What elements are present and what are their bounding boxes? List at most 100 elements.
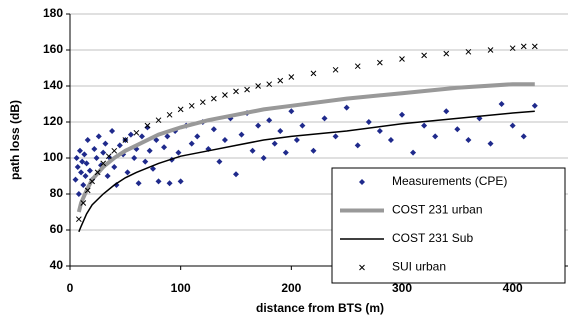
measurement-point — [127, 131, 134, 138]
measurement-point — [266, 117, 273, 124]
measurement-point — [498, 101, 505, 107]
measurement-point — [399, 111, 405, 118]
measurement-point — [310, 147, 317, 154]
measurement-point — [233, 171, 239, 178]
measurement-point — [175, 149, 182, 156]
y-tick-label: 120 — [43, 114, 63, 128]
model-point — [144, 122, 151, 129]
measurement-point — [146, 147, 153, 154]
model-point — [354, 63, 361, 70]
measurement-point — [144, 124, 151, 131]
measurement-point — [113, 182, 120, 188]
measurement-point — [260, 155, 267, 161]
model-point — [75, 216, 82, 223]
x-axis-label: distance from BTS (m) — [256, 301, 384, 315]
y-axis-label: path loss (dB) — [8, 100, 22, 180]
measurement-point — [166, 180, 173, 187]
model-point — [399, 56, 405, 62]
legend-label: COST 231 Sub — [392, 231, 473, 245]
model-point — [531, 43, 538, 50]
model-point — [222, 92, 228, 98]
legend-swatch — [359, 264, 365, 271]
measurement-point — [376, 128, 383, 134]
model-point — [166, 111, 173, 118]
model-point — [509, 45, 516, 52]
model-point — [421, 52, 427, 59]
legend-swatch — [359, 179, 365, 185]
measurement-point — [138, 133, 145, 140]
measurement-point — [150, 165, 156, 172]
measurement-point — [321, 115, 328, 122]
model-point — [487, 47, 494, 53]
y-tick-label: 180 — [43, 6, 63, 20]
measurement-point — [299, 122, 306, 129]
model-point — [133, 129, 140, 136]
measurement-point — [443, 108, 450, 115]
measurement-point — [354, 142, 361, 149]
x-tick-label: 400 — [503, 281, 523, 295]
measurement-point — [221, 137, 228, 143]
measurement-point — [161, 144, 168, 151]
measurement-point — [142, 158, 149, 165]
measurement-point — [86, 167, 93, 174]
measurement-point — [293, 137, 300, 143]
measurement-point — [73, 155, 80, 161]
measurement-point — [332, 133, 339, 140]
model-point — [89, 178, 95, 185]
measurement-point — [72, 176, 79, 183]
measurement-point — [93, 155, 100, 161]
measurement-point — [95, 133, 102, 140]
measurement-point — [210, 126, 217, 133]
model-point — [332, 66, 339, 73]
measurement-point — [277, 128, 284, 134]
measurement-point — [81, 151, 88, 158]
measurement-point — [164, 133, 171, 140]
measurement-point — [194, 133, 201, 140]
model-point — [255, 83, 261, 89]
measurement-point — [343, 104, 350, 111]
measurement-point — [91, 146, 98, 152]
model-point — [188, 102, 195, 109]
measurement-point — [104, 173, 111, 179]
model-point — [100, 160, 107, 167]
model-point — [84, 187, 91, 194]
model-point — [266, 81, 273, 88]
model-point — [244, 86, 250, 93]
measurement-point — [78, 169, 85, 176]
measurement-point — [79, 158, 86, 165]
model-point — [211, 95, 217, 102]
y-tick-label: 140 — [43, 78, 63, 92]
model-point — [199, 99, 206, 106]
measurement-point — [454, 126, 461, 133]
measurement-point — [432, 133, 439, 140]
measurement-point — [271, 140, 278, 147]
measurement-point — [509, 122, 516, 129]
model-point — [94, 169, 101, 176]
model-point — [177, 106, 184, 113]
x-tick-label: 300 — [392, 281, 412, 295]
y-tick-label: 40 — [50, 258, 64, 272]
model-line — [78, 110, 535, 233]
model-point — [111, 147, 118, 154]
measurement-point — [155, 178, 162, 185]
measurement-point — [102, 140, 109, 147]
measurement-point — [75, 191, 82, 197]
measurement-point — [288, 108, 295, 115]
model-point — [520, 43, 527, 50]
measurement-point — [249, 147, 256, 154]
measurement-point — [365, 119, 372, 125]
x-tick-label: 100 — [171, 281, 191, 295]
measurement-point — [487, 140, 494, 147]
measurement-point — [83, 160, 90, 167]
measurement-point — [177, 178, 184, 185]
measurement-point — [135, 180, 142, 187]
measurement-point — [255, 122, 262, 129]
legend-label: COST 231 urban — [392, 203, 483, 217]
measurement-point — [421, 122, 428, 129]
measurement-point — [100, 149, 107, 156]
x-tick-label: 0 — [67, 281, 74, 295]
model-point — [465, 48, 472, 55]
measurement-point — [238, 131, 245, 138]
model-point — [122, 137, 129, 143]
